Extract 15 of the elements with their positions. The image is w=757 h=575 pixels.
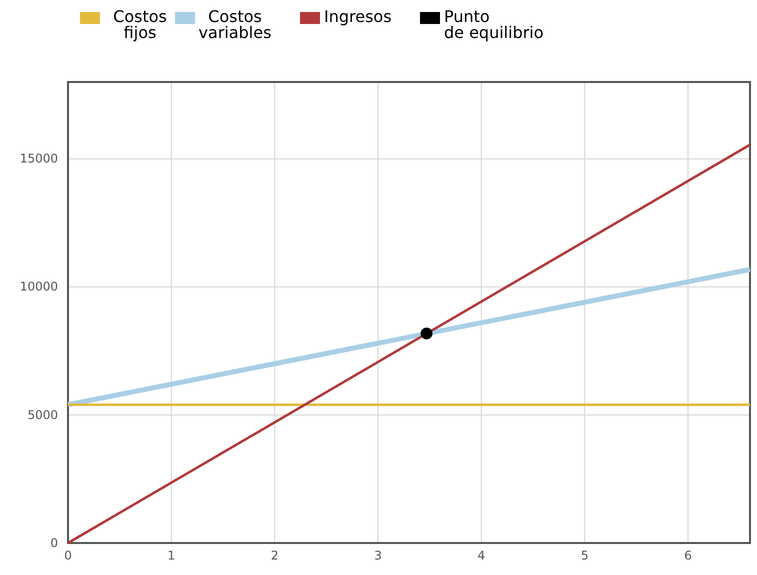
legend-label: Ingresos [324,7,392,26]
y-tick-label: 5000 [27,408,58,422]
x-tick-label: 3 [374,548,382,563]
legend-label: Costos variables [198,7,272,42]
x-tick-label: 2 [270,548,278,563]
x-tick-label: 4 [478,548,486,563]
y-tick-label: 15000 [20,152,58,166]
legend-label: Costos fijos [113,7,167,42]
x-tick-label: 0 [64,548,72,563]
x-tick-label: 1 [168,548,176,563]
y-tick-label: 0 [50,536,58,550]
legend-label: Punto de equilibrio [444,7,544,42]
y-tick-label: 10000 [20,280,58,294]
x-tick-label: 5 [580,548,588,563]
x-tick-label: 6 [684,548,692,563]
